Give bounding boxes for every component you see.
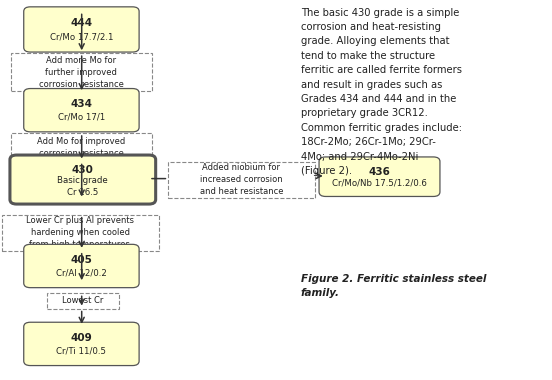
Text: Add more Mo for
further improved
corrosion resistance: Add more Mo for further improved corrosi…: [39, 55, 124, 89]
Text: Cr/Ti 11/0.5: Cr/Ti 11/0.5: [56, 346, 107, 355]
Text: Cr/Al 12/0.2: Cr/Al 12/0.2: [56, 268, 107, 277]
FancyBboxPatch shape: [24, 7, 139, 52]
Text: Cr/Mo 17.7/2.1: Cr/Mo 17.7/2.1: [50, 32, 113, 41]
FancyBboxPatch shape: [2, 215, 159, 251]
FancyBboxPatch shape: [11, 133, 152, 162]
FancyBboxPatch shape: [319, 157, 440, 196]
FancyBboxPatch shape: [47, 293, 119, 309]
Text: 444: 444: [70, 18, 93, 28]
Text: 430: 430: [72, 165, 94, 174]
Text: The basic 430 grade is a simple
corrosion and heat-resisting
grade. Alloying ele: The basic 430 grade is a simple corrosio…: [301, 8, 462, 176]
Text: Cr/Mo/Nb 17.5/1.2/0.6: Cr/Mo/Nb 17.5/1.2/0.6: [332, 178, 427, 187]
FancyBboxPatch shape: [10, 155, 156, 204]
FancyBboxPatch shape: [24, 322, 139, 366]
Text: Lower Cr plus Al prevents
hardening when cooled
from high temperatures.: Lower Cr plus Al prevents hardening when…: [26, 216, 134, 249]
Text: Cr 16.5: Cr 16.5: [67, 188, 98, 197]
FancyBboxPatch shape: [168, 162, 315, 198]
Text: Add Mo for improved
corrosion resistance: Add Mo for improved corrosion resistance: [38, 137, 125, 158]
FancyBboxPatch shape: [11, 53, 152, 91]
Text: Lowest Cr: Lowest Cr: [62, 296, 103, 306]
FancyBboxPatch shape: [24, 244, 139, 288]
Text: Added niobium for
increased corrosion
and heat resistance: Added niobium for increased corrosion an…: [200, 163, 283, 196]
Text: 436: 436: [369, 166, 390, 177]
Text: Cr/Mo 17/1: Cr/Mo 17/1: [58, 112, 105, 122]
Text: Basic grade: Basic grade: [57, 176, 108, 185]
Text: 405: 405: [71, 255, 92, 265]
Text: 434: 434: [71, 100, 92, 109]
FancyBboxPatch shape: [24, 89, 139, 132]
Text: Figure 2. Ferritic stainless steel
family.: Figure 2. Ferritic stainless steel famil…: [301, 274, 486, 298]
Text: 409: 409: [71, 333, 92, 343]
